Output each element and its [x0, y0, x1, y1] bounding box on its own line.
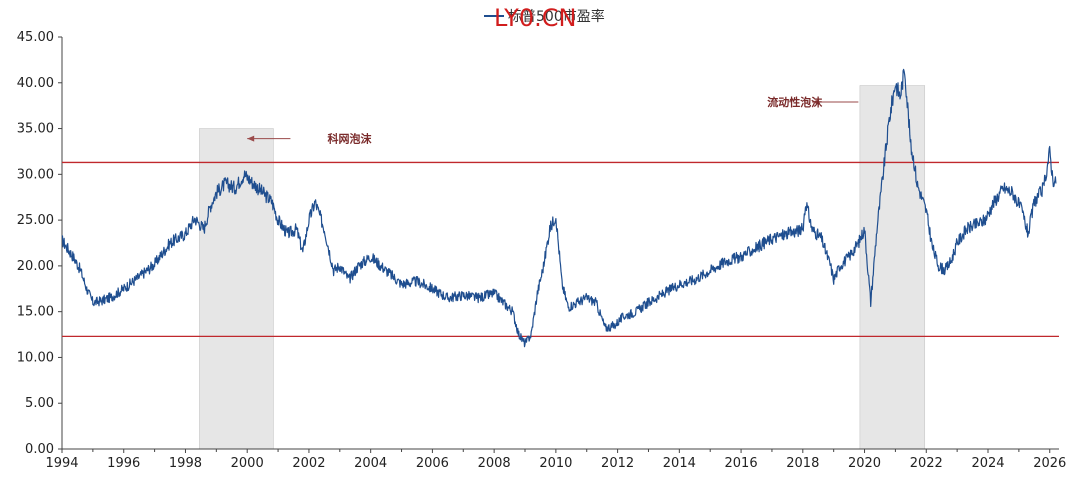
x-tick-label: 2022 [910, 456, 943, 471]
annotations: 科网泡沫 流动性泡沫 [247, 95, 859, 146]
y-tick-label: 5.00 [25, 396, 54, 411]
annotation-arrow-head-2 [812, 99, 820, 106]
x-tick-label: 2018 [786, 456, 819, 471]
y-tick-label: 40.00 [17, 76, 54, 91]
shaded-regions [199, 85, 926, 450]
x-tick-label: 2024 [971, 456, 1004, 471]
legend: 标普500市盈率 [484, 8, 605, 25]
x-tick-label: 2008 [478, 456, 511, 471]
x-tick-label: 2004 [354, 456, 387, 471]
y-tick-label: 30.00 [17, 167, 54, 182]
axes: 0.00 5.00 10.00 15.00 20.00 25.00 30.00 35.00 40… [17, 30, 1067, 471]
y-tick-label: 20.00 [17, 259, 54, 274]
y-tick-label: 25.00 [17, 213, 54, 228]
y-tick-label: 35.00 [17, 122, 54, 137]
x-tick-label: 2014 [663, 456, 696, 471]
x-tick-label: 1998 [169, 456, 202, 471]
shaded-region-2 [859, 85, 926, 450]
annotation-arrow-head-1 [247, 135, 255, 142]
series-layer [61, 68, 1057, 348]
y-tick-label: 10.00 [17, 350, 54, 365]
x-tick-label: 1996 [107, 456, 140, 471]
legend-label: 标普500市盈率 [508, 8, 605, 25]
x-tick-label: 2010 [539, 456, 572, 471]
x-tick-label: 1994 [45, 456, 78, 471]
watermark: LY0.CN [494, 4, 576, 32]
x-tick-label: 2002 [292, 456, 325, 471]
y-tick-label: 45.00 [17, 30, 54, 45]
x-tick-label: 2012 [601, 456, 634, 471]
y-tick-label: 0.00 [25, 442, 54, 457]
annotation-label-1: 科网泡沫 [327, 132, 372, 146]
shaded-region-1 [199, 128, 274, 450]
x-tick-label: 2006 [416, 456, 449, 471]
reference-lines [62, 161, 1059, 338]
y-tick-label: 15.00 [17, 305, 54, 320]
x-tick-label: 2016 [725, 456, 758, 471]
x-tick-label: 2020 [848, 456, 881, 471]
x-tick-label: 2026 [1033, 456, 1066, 471]
series-line-1 [61, 68, 1057, 348]
annotation-label-2: 流动性泡沫 [767, 95, 823, 109]
x-tick-label: 2000 [231, 456, 264, 471]
